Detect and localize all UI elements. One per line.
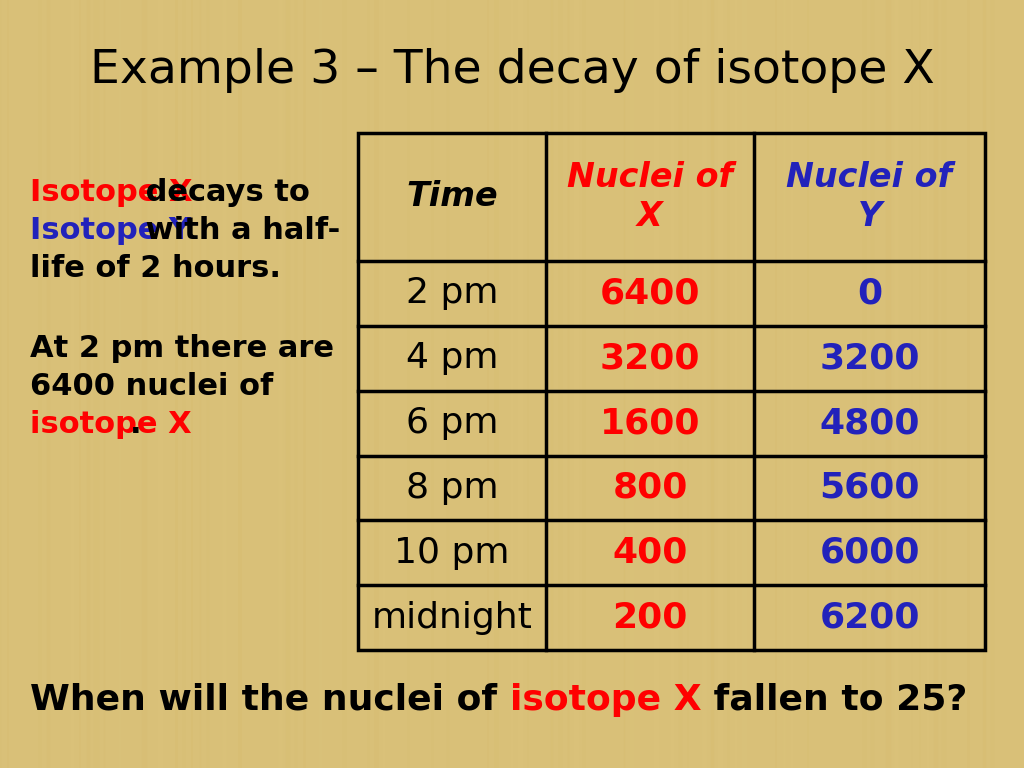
Text: 2 pm: 2 pm: [406, 276, 499, 310]
Text: 3200: 3200: [819, 341, 920, 376]
Text: 800: 800: [612, 471, 688, 505]
Text: .: .: [130, 410, 141, 439]
Text: 1600: 1600: [600, 406, 700, 440]
Text: Nuclei of
Y: Nuclei of Y: [786, 161, 952, 233]
Text: Example 3 – The decay of isotope X: Example 3 – The decay of isotope X: [90, 48, 934, 93]
Text: At 2 pm there are: At 2 pm there are: [30, 334, 334, 363]
Text: 6400: 6400: [600, 276, 700, 310]
Text: 200: 200: [612, 601, 688, 634]
Text: with a half-: with a half-: [135, 216, 340, 245]
Text: decays to: decays to: [135, 178, 310, 207]
Bar: [358, 133, 985, 650]
Text: 3200: 3200: [600, 341, 700, 376]
Text: Isotope Y: Isotope Y: [30, 216, 191, 245]
Text: Time: Time: [407, 180, 498, 214]
Text: 10 pm: 10 pm: [394, 536, 510, 570]
Text: 8 pm: 8 pm: [406, 471, 499, 505]
Text: 6400 nuclei of: 6400 nuclei of: [30, 372, 273, 401]
Text: When will the nuclei of: When will the nuclei of: [30, 683, 510, 717]
Text: 6000: 6000: [819, 536, 920, 570]
Text: 6 pm: 6 pm: [406, 406, 499, 440]
Text: 4800: 4800: [819, 406, 920, 440]
Text: isotope X: isotope X: [30, 410, 191, 439]
Text: midnight: midnight: [372, 601, 532, 634]
Text: 4 pm: 4 pm: [406, 341, 499, 376]
Text: 0: 0: [857, 276, 882, 310]
Text: 6 am: 6 am: [968, 683, 1024, 717]
Text: fallen to 25?: fallen to 25?: [701, 683, 968, 717]
Text: Isotope X: Isotope X: [30, 178, 193, 207]
Text: 6200: 6200: [819, 601, 920, 634]
Text: 5600: 5600: [819, 471, 920, 505]
Text: Nuclei of
X: Nuclei of X: [567, 161, 733, 233]
Text: 400: 400: [612, 536, 688, 570]
Text: isotope X: isotope X: [510, 683, 701, 717]
Text: life of 2 hours.: life of 2 hours.: [30, 254, 281, 283]
